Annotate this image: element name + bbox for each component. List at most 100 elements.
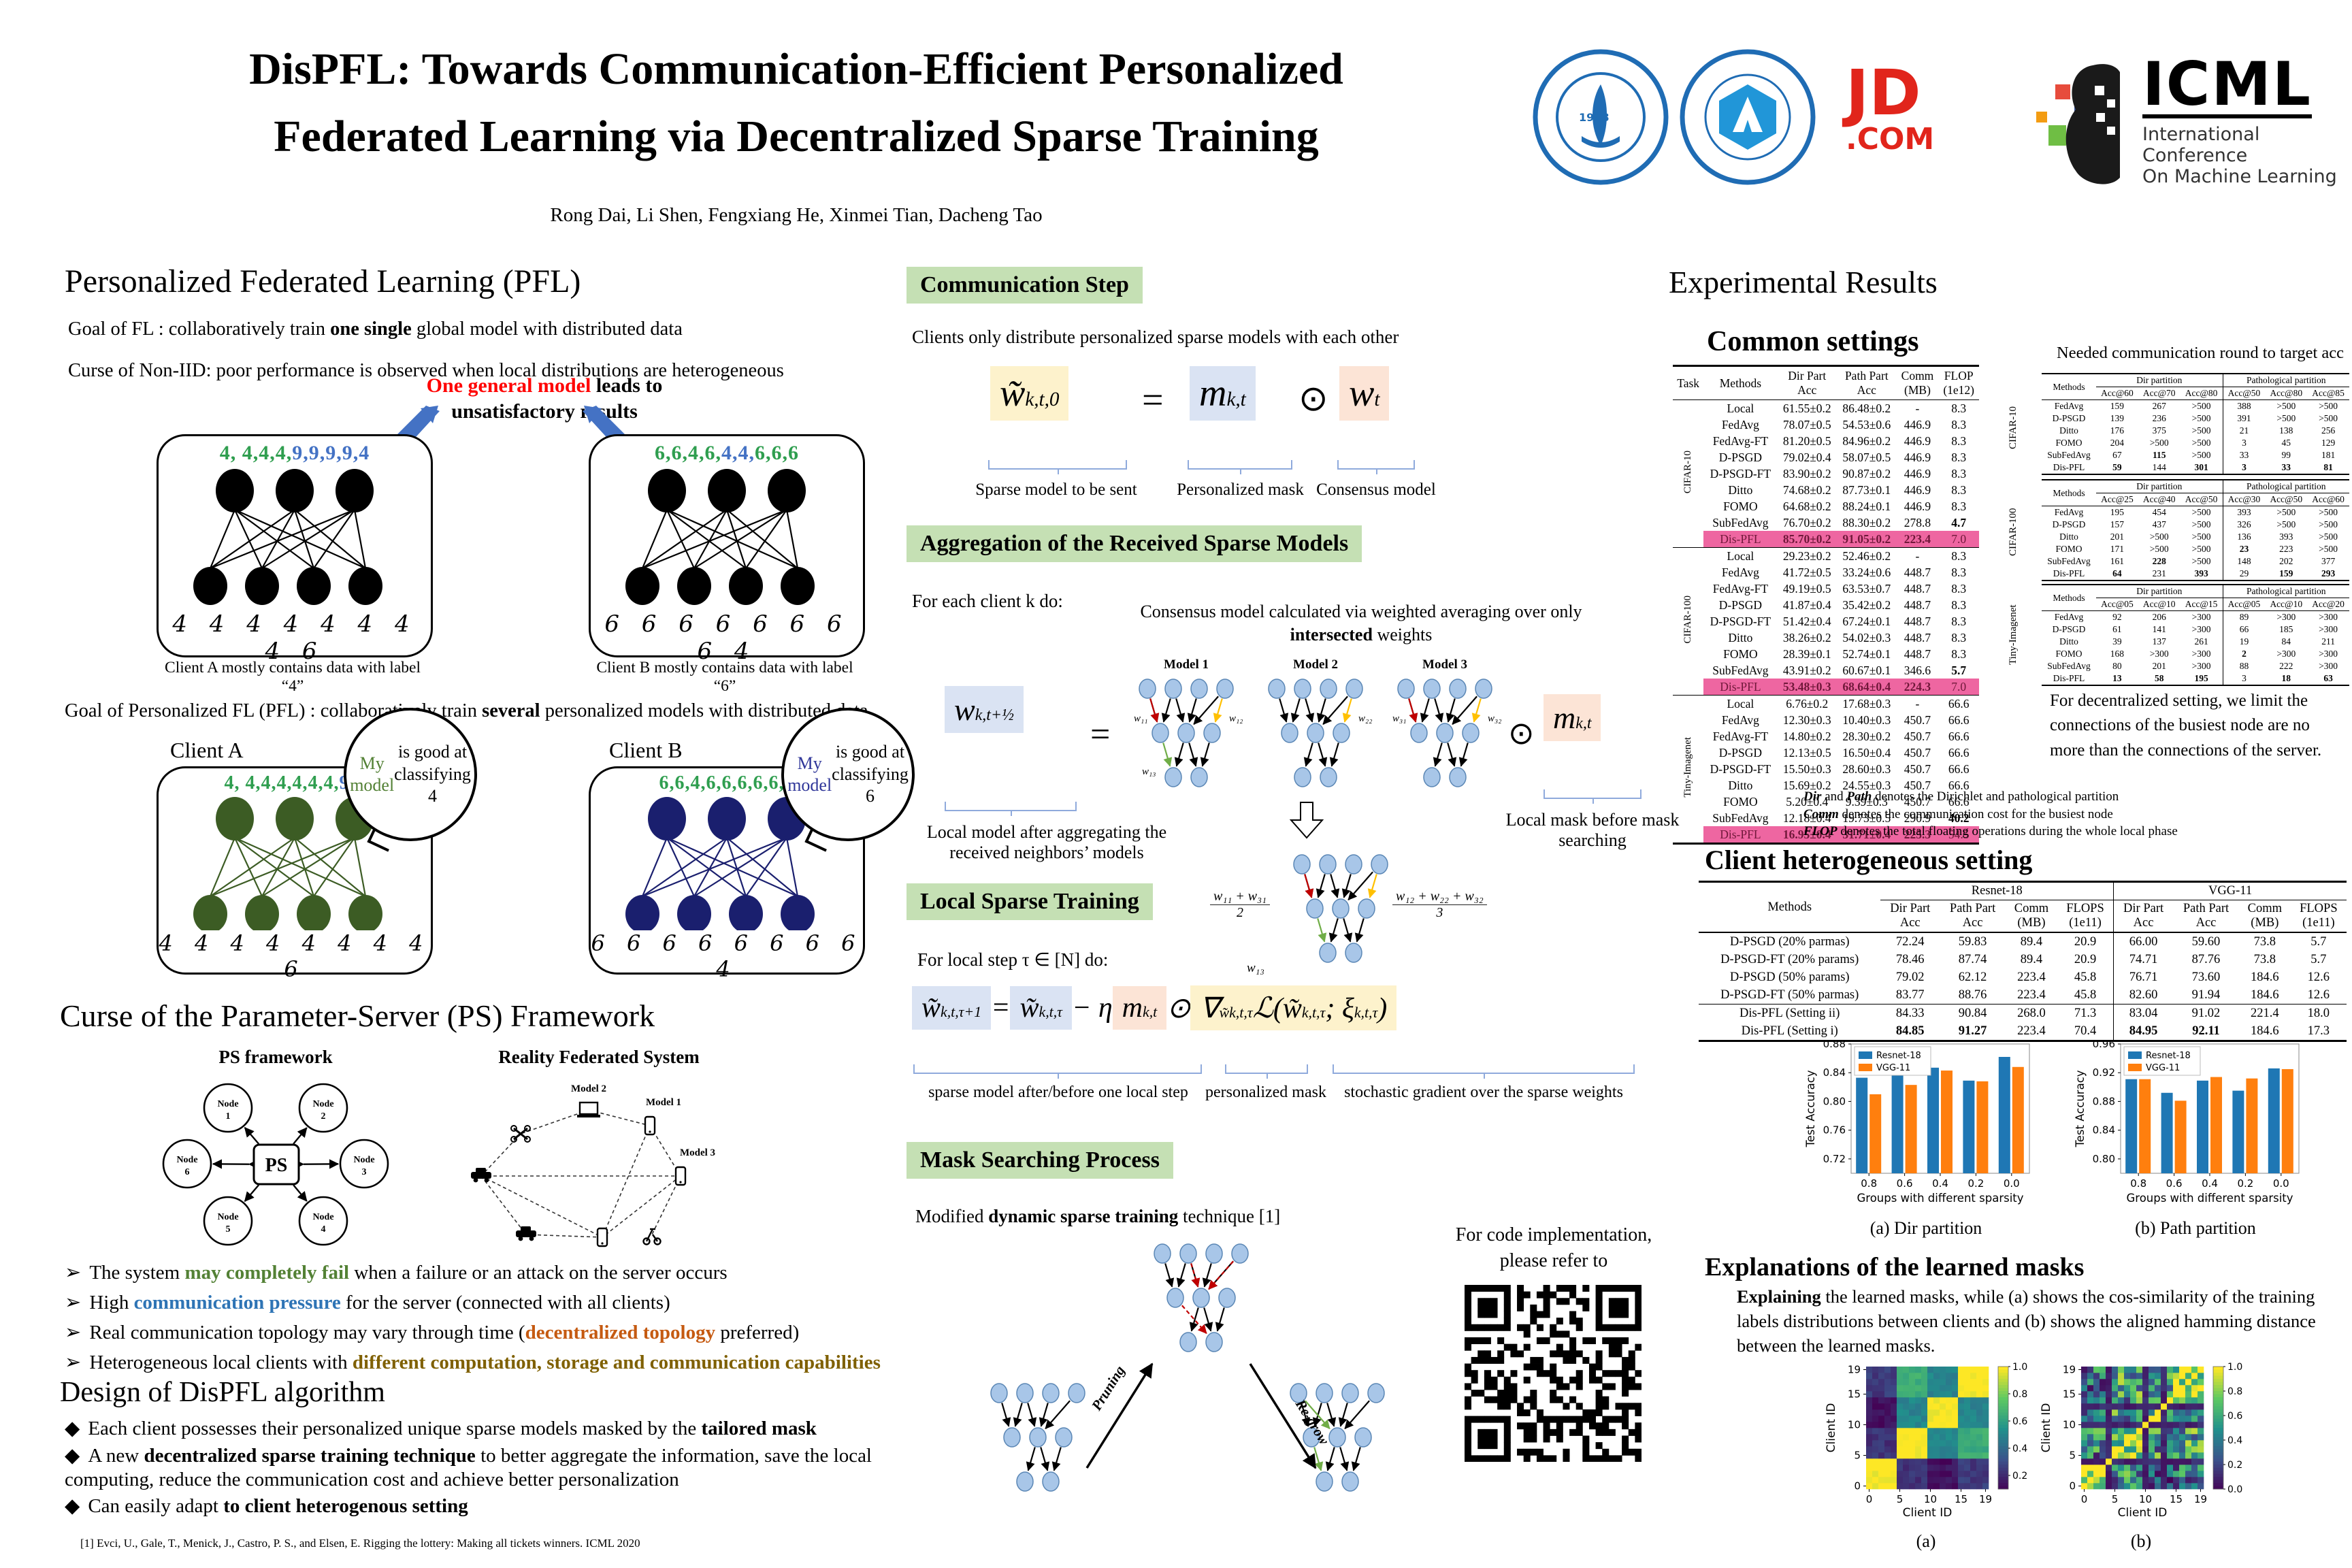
qr-module <box>1563 1285 1570 1292</box>
table-cell: 129 <box>2321 438 2336 448</box>
heat-cell <box>2161 1446 2168 1453</box>
heat-cell <box>1982 1483 1989 1490</box>
text-segment: for the server (connected with all clien… <box>340 1292 670 1313</box>
qr-module <box>1490 1376 1498 1384</box>
heat-cell <box>1903 1379 1910 1386</box>
colorbar-slice <box>2213 1394 2223 1398</box>
label-lst-model: sparse model after/before one local step <box>928 1083 1188 1101</box>
heat-cell <box>2118 1428 2125 1435</box>
heat-cell <box>2100 1367 2106 1373</box>
table-cell: - <box>1915 401 1920 415</box>
heat-cell <box>2179 1409 2186 1416</box>
heat-cell <box>2124 1471 2131 1477</box>
heat-cell <box>1915 1397 1922 1404</box>
client-a-personal-network <box>193 797 382 930</box>
heat-cell <box>2100 1440 2106 1447</box>
heat-cell <box>2185 1379 2192 1386</box>
edge <box>1329 742 1339 767</box>
colorbar-slice <box>2213 1418 2223 1422</box>
edge <box>234 837 263 897</box>
qr-module <box>1503 1324 1511 1331</box>
edge <box>313 509 355 569</box>
heat-cell <box>1866 1428 1873 1435</box>
table-cell: 326 <box>2222 519 2266 531</box>
ps-bullet-3: ➢ Real communication topology may vary th… <box>65 1320 915 1345</box>
table-cell: 68.64±0.4 <box>1842 679 1891 693</box>
qr-module <box>1595 1390 1603 1397</box>
qr-module <box>1517 1324 1524 1331</box>
table-cell: FOMO <box>2055 438 2082 448</box>
ps-node <box>162 1139 212 1189</box>
heat-cell <box>1927 1385 1934 1392</box>
qr-module <box>1497 1350 1505 1358</box>
heat-cell <box>2130 1385 2137 1392</box>
heat-cell <box>1952 1422 1959 1428</box>
heat-cell <box>1909 1409 1916 1416</box>
heat-cell <box>2081 1367 2088 1373</box>
edge <box>1408 698 1418 723</box>
heat-cell <box>2142 1428 2149 1435</box>
heat-cell <box>2198 1452 2204 1459</box>
heat-cell <box>1884 1434 1891 1441</box>
table-cell: >300 <box>2149 649 2169 659</box>
qr-module <box>1543 1298 1550 1305</box>
table-cell: >500 <box>2276 413 2296 423</box>
table-cell: 375 <box>2152 425 2166 436</box>
qr-module <box>1582 1304 1590 1311</box>
qr-module <box>1602 1337 1610 1345</box>
heat-cell <box>1872 1477 1879 1484</box>
heat-cell <box>1940 1397 1946 1404</box>
ps-node-number: 1 <box>226 1111 231 1122</box>
heat-cell <box>1964 1385 1971 1392</box>
qr-module <box>1635 1435 1642 1443</box>
neuron <box>1177 723 1195 743</box>
client-a-samples: 4 4 4 4 4 4 4 4 6 <box>172 610 417 665</box>
qr-module <box>1622 1448 1629 1456</box>
table-cell: 176 <box>2110 425 2125 436</box>
qr-module <box>1536 1448 1544 1456</box>
heat-cell <box>1970 1397 1977 1404</box>
table-cell: FOMO <box>1723 499 1758 513</box>
edge <box>294 509 366 569</box>
edge <box>785 509 799 569</box>
neuron <box>1179 1332 1197 1352</box>
x-tick-label: 0.6 <box>1897 1177 1913 1190</box>
colorbar-frame <box>2212 1366 2224 1490</box>
heat-cell <box>1878 1422 1885 1428</box>
qr-module <box>1465 1416 1472 1423</box>
colorbar-slice <box>2213 1440 2223 1443</box>
heat-cell <box>2124 1391 2131 1398</box>
edge <box>1305 698 1315 723</box>
heat-cell <box>1909 1403 1916 1410</box>
heat-cell <box>2161 1428 2168 1435</box>
heat-cell <box>2118 1379 2125 1386</box>
edge <box>1313 1447 1324 1471</box>
qr-module <box>1602 1324 1610 1331</box>
heat-cell <box>2142 1422 2149 1428</box>
formula-token: − η <box>1071 992 1113 1024</box>
heat-cell <box>1897 1477 1904 1484</box>
colorbar-slice <box>2213 1486 2223 1490</box>
qr-module <box>1608 1383 1616 1390</box>
heat-cell <box>1897 1446 1904 1453</box>
heat-cell <box>2191 1391 2198 1398</box>
heat-cell <box>2130 1416 2137 1422</box>
heat-cell <box>2118 1367 2125 1373</box>
table-cell: >500 <box>2191 556 2211 566</box>
speech-bubble-a: My model is good at classifying 4 <box>344 708 477 841</box>
qr-module <box>1635 1311 1642 1318</box>
local-sparse-training-header: Local Sparse Training <box>906 883 1153 920</box>
qr-module <box>1569 1311 1577 1318</box>
heat-cell <box>2191 1434 2198 1441</box>
qr-module <box>1622 1416 1629 1423</box>
edge <box>666 837 695 897</box>
y-tick-label: 19 <box>2063 1364 2076 1376</box>
heat-cell <box>1927 1409 1934 1416</box>
heat-cell <box>2087 1458 2094 1465</box>
text-segment: the learned masks, while (a) shows the c… <box>1737 1286 2316 1356</box>
table-row: FedAvg 92 206 >300 89 >300 >300 <box>2042 610 2349 623</box>
heat-cell <box>1878 1385 1885 1392</box>
phone-icon <box>596 1227 608 1247</box>
table-cell: 446.9 <box>1904 434 1931 448</box>
neuron <box>1319 854 1337 875</box>
